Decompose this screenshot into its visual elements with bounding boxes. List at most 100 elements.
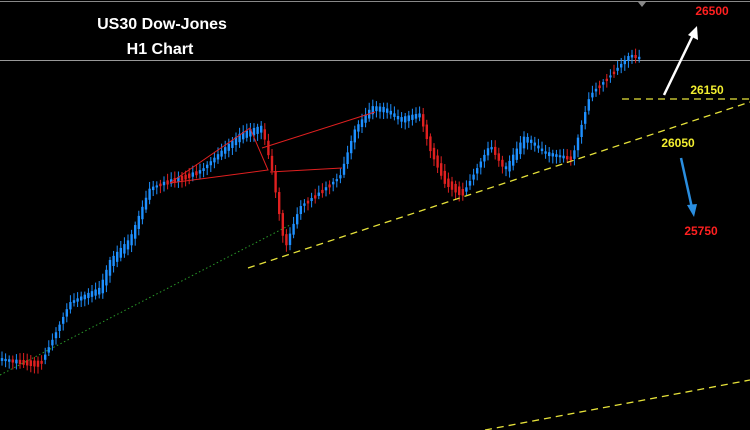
candle-body [299, 206, 302, 215]
candle-body [80, 296, 83, 301]
candle-body [173, 178, 176, 183]
candle-body [22, 360, 25, 365]
candle-body [533, 142, 536, 146]
red-line [261, 111, 376, 149]
candle-body [620, 63, 623, 68]
candle-body [54, 332, 58, 339]
candle-body [396, 116, 400, 120]
candle-body [152, 186, 155, 191]
candle-body [465, 187, 468, 192]
candle-body [213, 157, 216, 163]
candle-body [198, 170, 202, 174]
candle-body [317, 192, 320, 196]
candle-body [418, 113, 421, 118]
candle-body [321, 189, 324, 194]
candle-body [87, 292, 90, 299]
candle-body [224, 147, 227, 154]
candle-body [447, 178, 450, 188]
candles [0, 48, 641, 374]
candle-body [530, 139, 533, 143]
candle-body [562, 155, 565, 159]
title: US30 Dow-Jones [97, 16, 227, 33]
candle-body [375, 106, 378, 112]
candle-body [11, 359, 14, 363]
candle-body [360, 119, 364, 127]
candle-body [324, 187, 328, 191]
candle-body [123, 244, 126, 254]
candle-body [440, 163, 443, 176]
candle-body [584, 112, 587, 124]
candle-body [170, 179, 173, 184]
candle-body [472, 174, 475, 180]
lower-trendline [484, 379, 750, 430]
candle-body [422, 114, 425, 127]
candle-body [238, 133, 241, 143]
candle-body [540, 148, 544, 152]
candle-body [616, 67, 619, 71]
candle-body [188, 173, 191, 179]
candle-body [407, 115, 410, 122]
candle-body [69, 302, 72, 310]
candle-body [256, 126, 259, 134]
candle-body [15, 359, 18, 364]
candle-body [130, 234, 133, 246]
candle-body [288, 233, 292, 245]
candle-body [526, 136, 529, 143]
candle-body [490, 147, 493, 150]
candle-body [623, 59, 626, 65]
candle-body [166, 180, 169, 185]
candle-body [206, 164, 209, 169]
candle-body [252, 127, 256, 136]
candle-body [483, 154, 486, 162]
candle-body [371, 106, 374, 115]
candle-body [393, 113, 396, 117]
candle-body [569, 156, 572, 161]
candle-body [486, 148, 490, 156]
candle-body [504, 166, 508, 170]
level-label: 26150 [690, 83, 724, 97]
white-arrow [662, 26, 698, 96]
arrow-shaft [662, 32, 696, 96]
candle-body [630, 54, 634, 58]
candle-body [558, 155, 562, 158]
candle-body [184, 174, 187, 180]
arrow-shaft [679, 157, 694, 209]
candle-body [26, 360, 29, 366]
candle-body [177, 176, 180, 182]
candle-body [29, 360, 32, 367]
candle-body [242, 132, 245, 140]
level-label: 25750 [684, 224, 718, 238]
candle-body [209, 161, 212, 166]
candle-body [522, 136, 526, 149]
candle-body [18, 359, 22, 365]
candle-body [508, 160, 511, 172]
candle-body [191, 172, 194, 177]
candle-body [432, 147, 436, 160]
candle-body [278, 192, 281, 215]
candle-body [260, 125, 263, 133]
candle-body [494, 146, 497, 155]
candle-body [310, 198, 313, 202]
candle-body [274, 171, 277, 193]
candle-body [436, 155, 439, 168]
candle-body [450, 181, 454, 190]
candle-body [519, 142, 522, 155]
candle-body [591, 92, 594, 98]
candle-body [627, 56, 630, 61]
candle-body [555, 154, 558, 157]
candle-body [62, 316, 65, 324]
candle-body [51, 339, 54, 346]
marker [638, 2, 646, 7]
candle-body [587, 99, 590, 111]
candle-body [292, 223, 295, 235]
candle-body [537, 145, 540, 149]
red-line [269, 167, 343, 173]
candle-body [501, 159, 504, 167]
candle-body [314, 195, 317, 199]
red-triangle [169, 127, 269, 184]
arrow-head [688, 26, 698, 40]
candle-body [108, 260, 112, 276]
candle-body [281, 213, 284, 236]
candle-body [101, 279, 104, 294]
